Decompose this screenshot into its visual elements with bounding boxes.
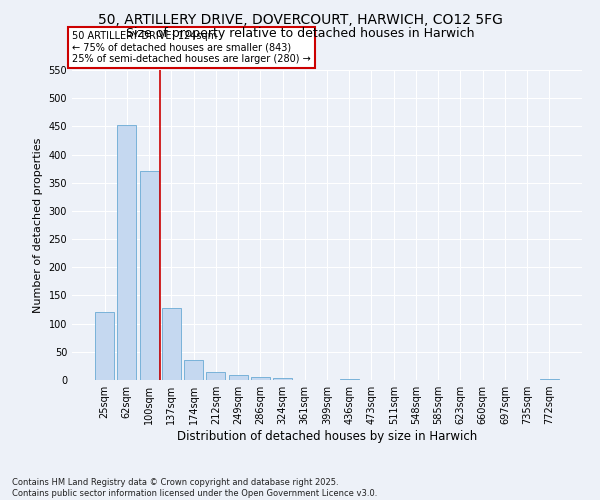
Y-axis label: Number of detached properties: Number of detached properties bbox=[33, 138, 43, 312]
Text: Size of property relative to detached houses in Harwich: Size of property relative to detached ho… bbox=[126, 28, 474, 40]
Text: 50 ARTILLERY DRIVE: 124sqm
← 75% of detached houses are smaller (843)
25% of sem: 50 ARTILLERY DRIVE: 124sqm ← 75% of deta… bbox=[72, 30, 311, 64]
Text: Contains HM Land Registry data © Crown copyright and database right 2025.
Contai: Contains HM Land Registry data © Crown c… bbox=[12, 478, 377, 498]
Bar bbox=[229, 376, 248, 380]
Bar bbox=[118, 124, 136, 380]
Bar bbox=[540, 379, 559, 380]
Bar bbox=[140, 171, 158, 380]
Bar bbox=[206, 372, 225, 380]
Bar bbox=[184, 360, 203, 380]
Text: 50, ARTILLERY DRIVE, DOVERCOURT, HARWICH, CO12 5FG: 50, ARTILLERY DRIVE, DOVERCOURT, HARWICH… bbox=[98, 12, 502, 26]
Bar bbox=[273, 378, 292, 380]
Bar bbox=[162, 308, 181, 380]
Bar bbox=[251, 377, 270, 380]
Bar bbox=[95, 312, 114, 380]
X-axis label: Distribution of detached houses by size in Harwich: Distribution of detached houses by size … bbox=[177, 430, 477, 443]
